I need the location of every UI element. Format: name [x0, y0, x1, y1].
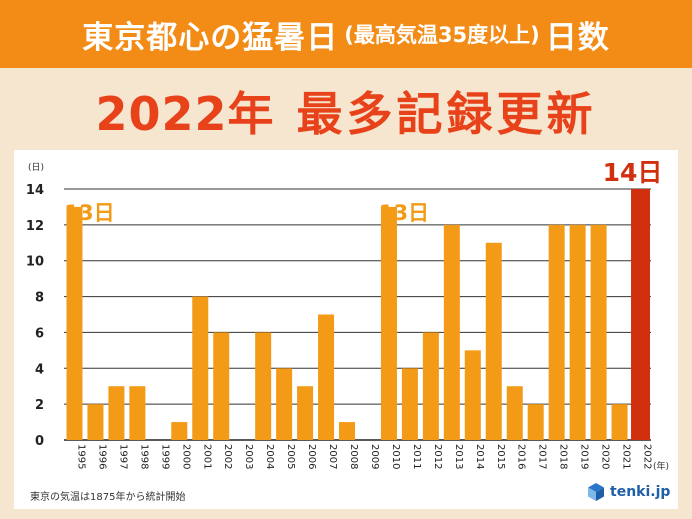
bar-annotation: 13日 [379, 201, 429, 225]
x-tick-label: 2009 [369, 444, 380, 469]
x-tick-label: 2013 [453, 444, 464, 469]
x-tick-label: 2014 [474, 444, 485, 469]
logo-text: tenki.jp [610, 484, 671, 500]
x-tick-label: 2018 [558, 444, 569, 469]
bar [66, 206, 83, 440]
footnote: 東京の気温は1875年から統計開始 [30, 492, 186, 503]
bar [527, 404, 544, 440]
bar [87, 404, 104, 440]
y-tick-label: 10 [26, 255, 44, 270]
x-tick-label: 2001 [201, 444, 212, 469]
x-tick-label: 1999 [159, 444, 170, 469]
x-tick-label: 1998 [138, 444, 149, 469]
y-tick-label: 0 [35, 434, 44, 449]
x-tick-label: 2007 [327, 444, 338, 469]
header-title: 東京都心の猛暑日 [82, 19, 339, 56]
x-tick-label: 1996 [96, 444, 107, 469]
bar [129, 386, 146, 440]
bar-annotation: 13日 [64, 201, 114, 225]
x-tick-label: 2019 [579, 444, 590, 469]
header-title-end: 日数 [545, 19, 610, 56]
bar [276, 368, 293, 440]
bar [213, 332, 230, 440]
bar [422, 332, 439, 440]
bar [255, 332, 272, 440]
x-axis-label: (年) [653, 460, 669, 472]
bar [611, 404, 628, 440]
x-tick-label: 2002 [222, 444, 233, 469]
x-tick-label: 2006 [306, 444, 317, 469]
y-tick-label: 2 [35, 398, 44, 413]
x-tick-label: 2016 [516, 444, 527, 469]
bar [590, 224, 607, 440]
y-tick-label: 6 [35, 326, 44, 341]
headline-text: 最多記録更新 [296, 87, 597, 141]
bar [631, 189, 650, 440]
y-tick-label: 14 [26, 183, 44, 198]
x-tick-label: 1997 [117, 444, 128, 469]
x-tick-label: 2005 [285, 444, 296, 469]
x-tick-label: 2004 [264, 444, 275, 469]
y-axis-label: (日) [28, 162, 44, 173]
x-tick-label: 2022 [642, 444, 653, 469]
x-tick-label: 2012 [432, 444, 443, 469]
bar-annotation: 14日 [603, 158, 663, 187]
x-tick-label: 2020 [600, 444, 611, 469]
bar [401, 368, 418, 440]
header-subtitle: (最高気温35度以上) [344, 23, 540, 47]
bar [569, 224, 586, 440]
x-tick-label: 2011 [411, 444, 422, 469]
x-tick-label: 2008 [348, 444, 359, 469]
headline: 2022年 最多記録更新 [0, 74, 692, 148]
bar [297, 386, 314, 440]
x-tick-label: 2010 [390, 444, 401, 469]
tenki-logo-icon [588, 483, 604, 501]
bar [171, 422, 188, 440]
x-tick-label: 2015 [495, 444, 506, 469]
bar [485, 242, 502, 440]
bar [506, 386, 523, 440]
x-tick-label: 2017 [537, 444, 548, 469]
bar [548, 224, 565, 440]
chart-panel: 0 2 4 6 8 10 12 14 (日) 1995 1996 1997 1998 1999 2000 20… [14, 150, 678, 509]
header-banner: 東京都心の猛暑日 (最高気温35度以上) 日数 [0, 0, 692, 68]
bar [108, 386, 125, 440]
bar [192, 296, 209, 440]
headline-year: 2022年 [95, 87, 275, 141]
bar [464, 350, 481, 440]
bar [380, 206, 397, 440]
bar [443, 224, 460, 440]
y-tick-label: 4 [35, 362, 44, 377]
bar-chart: 0 2 4 6 8 10 12 14 (日) 1995 1996 1997 1998 1999 2000 20… [26, 158, 669, 472]
y-tick-label: 8 [35, 291, 44, 306]
x-tick-label: 2000 [180, 444, 191, 469]
x-tick-label: 1995 [75, 444, 86, 469]
bar [318, 314, 335, 440]
x-tick-label: 2021 [621, 444, 632, 469]
y-tick-label: 12 [26, 219, 44, 234]
bar [339, 422, 356, 440]
tenki-logo[interactable]: tenki.jp [586, 482, 670, 502]
x-tick-label: 2003 [243, 444, 254, 469]
